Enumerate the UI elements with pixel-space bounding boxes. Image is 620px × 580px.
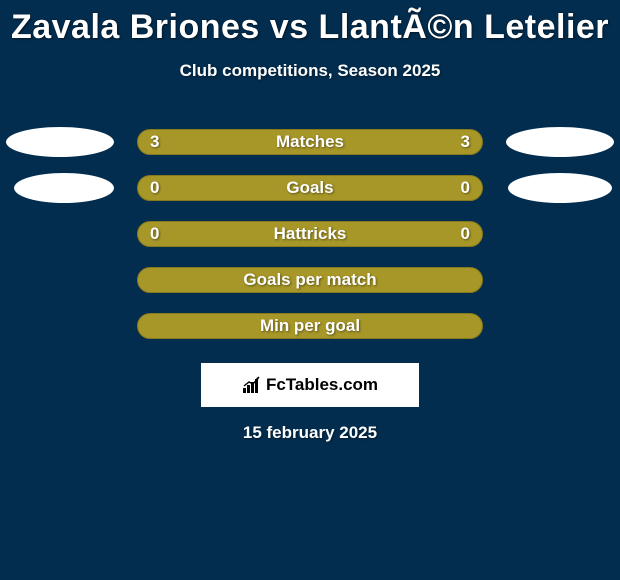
page-title: Zavala Briones vs LlantÃ©n Letelier (0, 0, 620, 47)
right-ellipse (508, 173, 612, 203)
subtitle: Club competitions, Season 2025 (0, 61, 620, 81)
date-text: 15 february 2025 (0, 423, 620, 443)
stat-label: Hattricks (274, 224, 347, 244)
stat-row: 0 Hattricks 0 (0, 211, 620, 257)
stat-row: Goals per match (0, 257, 620, 303)
stat-left-value: 0 (150, 178, 159, 198)
stat-row: Min per goal (0, 303, 620, 349)
stat-left-value: 0 (150, 224, 159, 244)
stat-row: 3 Matches 3 (0, 119, 620, 165)
stat-bar: 3 Matches 3 (137, 129, 483, 155)
stat-right-value: 0 (461, 178, 470, 198)
stat-bar: 0 Hattricks 0 (137, 221, 483, 247)
stat-label: Min per goal (260, 316, 360, 336)
stat-row: 0 Goals 0 (0, 165, 620, 211)
brand-box: FcTables.com (201, 363, 419, 407)
stat-label: Goals (286, 178, 333, 198)
stat-bar: Goals per match (137, 267, 483, 293)
stat-label: Goals per match (243, 270, 376, 290)
left-ellipse (6, 127, 114, 157)
left-ellipse (14, 173, 114, 203)
stat-left-value: 3 (150, 132, 159, 152)
stat-bar: Min per goal (137, 313, 483, 339)
stat-label: Matches (276, 132, 344, 152)
stat-right-value: 3 (461, 132, 470, 152)
stat-right-value: 0 (461, 224, 470, 244)
chart-icon (242, 376, 264, 394)
stat-bar: 0 Goals 0 (137, 175, 483, 201)
right-ellipse (506, 127, 614, 157)
stat-rows: 3 Matches 3 0 Goals 0 0 Hattricks 0 Goals per mat… (0, 119, 620, 349)
brand-text: FcTables.com (266, 375, 378, 395)
